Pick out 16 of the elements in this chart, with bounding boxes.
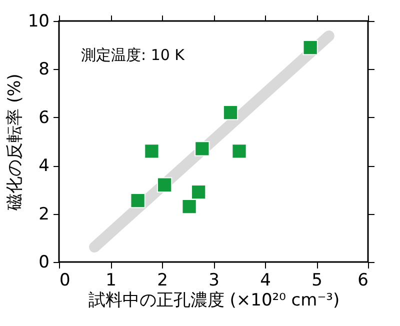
y-tick-label: 4: [38, 156, 50, 176]
x-tick-label: 5: [312, 270, 322, 290]
x-tick-label: 2: [157, 270, 168, 290]
y-tick-label: 10: [28, 12, 50, 32]
y-tick-label: 8: [38, 60, 50, 80]
annotation: 測定温度: 10 K: [81, 46, 186, 64]
x-tick-label: 0: [60, 270, 70, 290]
y-tick-label: 0: [38, 252, 50, 272]
y-axis-title: 磁化の反転率 (%): [4, 74, 25, 212]
x-tick-label: 3: [208, 270, 220, 290]
x-axis-title: 試料中の正孔濃度 (×10²⁰ cm⁻³): [88, 290, 340, 310]
x-tick-label: 4: [260, 270, 271, 290]
y-tick-label: 6: [38, 108, 50, 128]
x-tick-label: 6: [358, 270, 368, 290]
x-tick-label: 1: [106, 270, 116, 290]
y-tick-label: 2: [38, 204, 50, 224]
